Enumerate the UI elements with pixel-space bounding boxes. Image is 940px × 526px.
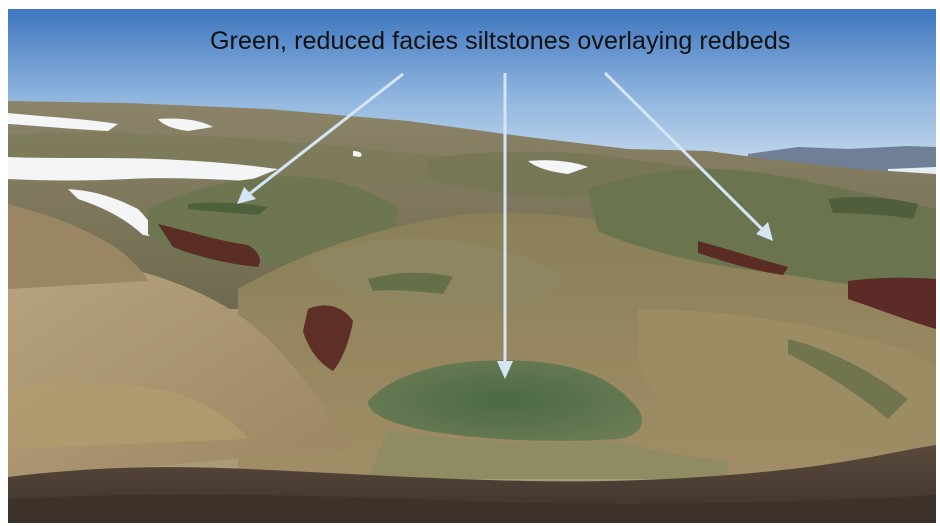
left-redbed-band xyxy=(158,224,260,267)
arrow-center-icon xyxy=(497,73,513,379)
arrow-left-icon xyxy=(237,72,404,204)
landscape-photo xyxy=(8,9,936,523)
green-facies-patch xyxy=(368,360,642,441)
center-redbed xyxy=(303,305,353,371)
right-redbed-band xyxy=(698,241,788,275)
caption-text: Green, reduced facies siltstones overlay… xyxy=(210,27,791,55)
landscape-scene xyxy=(8,9,936,523)
arrow-right-icon xyxy=(603,71,773,241)
